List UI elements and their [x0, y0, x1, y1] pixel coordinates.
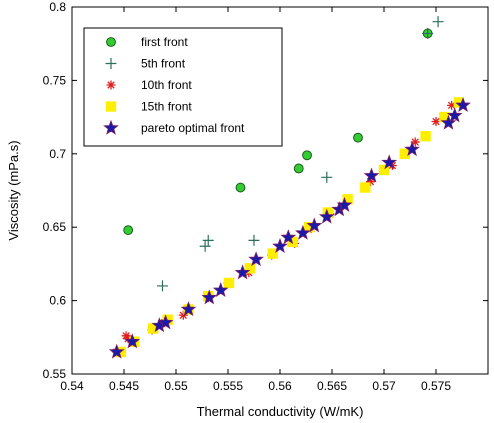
data-point: [431, 117, 441, 127]
data-point: [420, 130, 431, 142]
legend: first front 5th front 10th front 15th front…: [83, 27, 283, 147]
legend-item: first front: [106, 35, 188, 49]
data-point: [365, 177, 375, 187]
data-point: [439, 111, 450, 123]
data-point: [455, 97, 471, 113]
data-point: [180, 301, 197, 317]
legend-label: 5th front: [141, 57, 186, 71]
data-point: [342, 194, 353, 205]
data-point: [363, 167, 380, 183]
legend-label: 10th front: [141, 78, 192, 92]
data-point: [280, 229, 297, 245]
x-tick-label: 0.545: [109, 379, 139, 393]
data-point: [272, 238, 288, 253]
data-point: [295, 224, 311, 240]
data-point: [404, 141, 420, 157]
legend-item: 10th front: [106, 78, 192, 92]
data-point: [123, 225, 134, 236]
x-tick-label: 0.56: [268, 379, 292, 393]
data-point: [108, 343, 125, 359]
data-point: [178, 310, 188, 320]
legend-label: first front: [141, 35, 188, 49]
data-point: [446, 107, 463, 123]
y-tick-label: 0.55: [43, 367, 67, 381]
data-point: [223, 277, 235, 289]
legend-label: 15th front: [141, 100, 192, 114]
data-point: [124, 333, 141, 349]
x-axis-label: Thermal conductivity (W/mK): [197, 404, 364, 419]
data-point: [453, 97, 465, 108]
data-point: [399, 148, 410, 159]
axes: 0.54 0.545 0.55 0.555 0.56 0.565 0.57 0.575 0.55…: [43, 0, 489, 393]
data-point: [440, 114, 457, 130]
data-point: [156, 280, 168, 292]
data-point: [303, 222, 315, 233]
data-point: [147, 323, 159, 334]
data-point: [248, 234, 260, 246]
legend-marker: [106, 37, 116, 47]
x-tick-label: 0.55: [164, 379, 188, 393]
y-tick-label: 0.6: [49, 294, 66, 308]
data-point: [306, 217, 323, 233]
data-marks: [108, 16, 471, 359]
data-point: [123, 334, 133, 344]
legend-label: pareto optimal front: [141, 121, 245, 135]
data-point: [162, 314, 173, 325]
legend-marker: [105, 101, 117, 112]
series-5th-front: [156, 16, 444, 292]
data-point: [381, 154, 398, 170]
legend-marker: [106, 80, 116, 90]
data-point: [360, 182, 371, 193]
legend-marker: [105, 58, 117, 69]
data-point: [248, 251, 264, 267]
data-point: [353, 132, 363, 143]
data-point: [199, 240, 211, 252]
data-point: [318, 208, 335, 224]
y-tick-label: 0.65: [43, 220, 67, 234]
y-axis-label: Viscosity (mPa.s): [6, 140, 21, 240]
data-point: [234, 264, 251, 280]
legend-item: 5th front: [105, 57, 186, 71]
y-tick-label: 0.7: [49, 147, 66, 161]
data-point: [235, 182, 246, 193]
data-point: [422, 27, 434, 39]
x-tick-label: 0.575: [421, 379, 451, 393]
legend-item: 15th front: [105, 100, 192, 114]
data-point: [321, 171, 333, 183]
data-point: [302, 150, 312, 161]
data-point: [212, 282, 229, 298]
legend-item: pareto optimal front: [103, 119, 245, 135]
data-point: [267, 248, 278, 259]
data-point: [157, 314, 174, 330]
data-point: [202, 234, 214, 246]
series-first-front: [123, 28, 433, 236]
data-point: [410, 137, 420, 147]
x-tick-label: 0.565: [317, 379, 347, 393]
x-tick-label: 0.57: [372, 379, 396, 393]
x-tick-label: 0.555: [213, 379, 243, 393]
data-point: [201, 289, 218, 305]
data-point: [447, 100, 457, 110]
data-point: [432, 16, 444, 28]
data-point: [244, 263, 256, 274]
x-tick-label: 0.54: [60, 379, 84, 393]
y-tick-label: 0.8: [49, 0, 66, 14]
series-pareto-optimal-front: [108, 97, 471, 359]
data-point: [336, 196, 353, 212]
data-point: [378, 164, 390, 176]
data-point: [293, 163, 304, 174]
legend-marker: [103, 119, 119, 135]
y-tick-label: 0.75: [43, 73, 67, 87]
